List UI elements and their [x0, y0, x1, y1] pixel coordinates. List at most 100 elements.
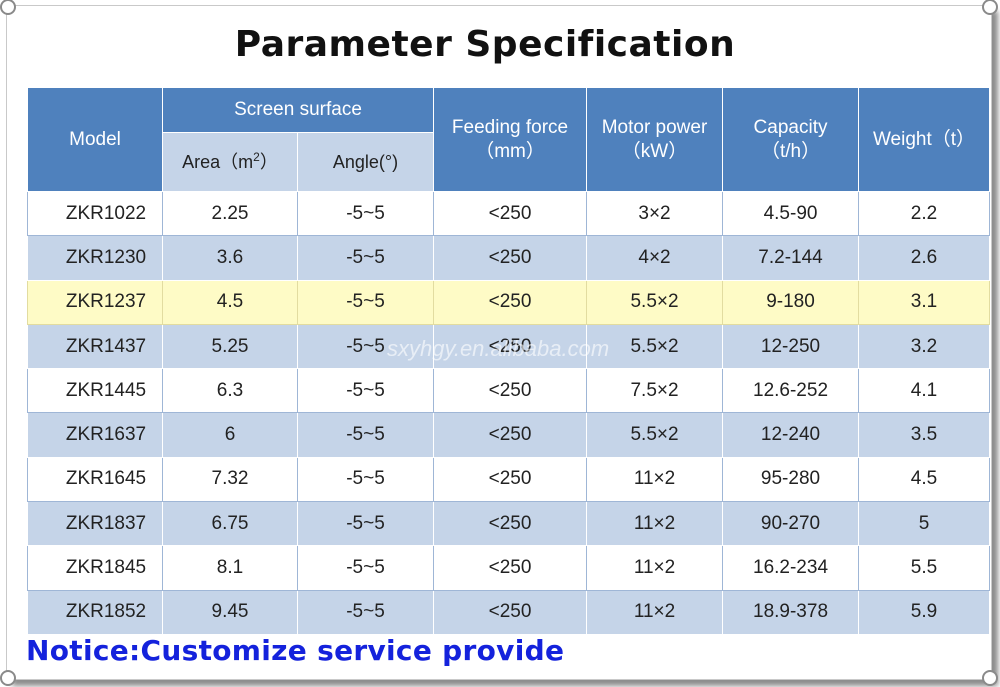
- cell-model: ZKR1852: [27, 589, 163, 635]
- header-screen-surface: Screen surface: [161, 87, 435, 133]
- cell-motor: 5.5×2: [586, 412, 724, 458]
- cell-motor: 5.5×2: [586, 323, 724, 370]
- header-area-close: ）: [259, 152, 278, 173]
- cell-model: ZKR1445: [27, 368, 163, 414]
- cell-area: 6: [162, 412, 298, 458]
- header-weight: Weight（t）: [858, 87, 991, 192]
- header-capacity-unit: （t/h）: [760, 140, 821, 162]
- cell-area: 8.1: [162, 545, 298, 591]
- cell-capacity: 4.5-90: [722, 190, 860, 237]
- cell-feed: <250: [433, 545, 588, 591]
- table-row: ZKR1837 6.75 -5~5 <250 11×2 90-270 5: [27, 501, 991, 547]
- cell-area: 4.5: [162, 279, 298, 325]
- cell-angle: -5~5: [296, 368, 435, 414]
- cell-weight: 2.2: [858, 190, 991, 237]
- cell-angle: -5~5: [296, 412, 435, 458]
- table-row: ZKR1237 4.5 -5~5 <250 5.5×2 9-180 3.1: [27, 279, 991, 325]
- cell-model: ZKR1837: [27, 501, 163, 547]
- table-row: ZKR1637 6 -5~5 <250 5.5×2 12-240 3.5: [27, 412, 991, 458]
- header-angle: Angle(°): [296, 132, 435, 192]
- cell-motor: 7.5×2: [586, 368, 724, 414]
- cell-model: ZKR1437: [27, 323, 163, 370]
- header-area-label: Area（m: [182, 152, 254, 173]
- cell-weight: 3.5: [858, 412, 991, 458]
- cell-angle: -5~5: [296, 323, 435, 370]
- table-row: ZKR1852 9.45 -5~5 <250 11×2 18.9-378 5.9: [27, 589, 991, 635]
- cell-motor: 11×2: [586, 545, 724, 591]
- page-title: Parameter Specification: [234, 24, 736, 65]
- cell-weight: 4.1: [858, 368, 991, 414]
- cell-feed: <250: [433, 412, 588, 458]
- cell-angle: -5~5: [296, 501, 435, 547]
- cell-capacity: 9-180: [722, 279, 860, 325]
- cell-area: 6.3: [162, 368, 298, 414]
- header-area: Area（m2）: [162, 132, 298, 192]
- cell-feed: <250: [433, 279, 588, 325]
- cell-angle: -5~5: [296, 589, 435, 635]
- header-feeding-force: Feeding force （mm）: [433, 87, 588, 192]
- cell-capacity: 7.2-144: [722, 235, 860, 281]
- cell-capacity: 90-270: [722, 501, 860, 547]
- table-row: ZKR1022 2.25 -5~5 <250 3×2 4.5-90 2.2: [27, 190, 991, 237]
- cell-weight: 5.9: [858, 589, 991, 635]
- cell-area: 7.32: [162, 456, 298, 503]
- header-motor-power-label: Motor power: [601, 116, 708, 138]
- cell-motor: 11×2: [586, 589, 724, 635]
- cell-model: ZKR1230: [27, 235, 163, 281]
- header-capacity: Capacity （t/h）: [722, 87, 860, 192]
- cell-area: 2.25: [162, 190, 298, 237]
- cell-motor: 11×2: [586, 456, 724, 503]
- cell-motor: 11×2: [586, 501, 724, 547]
- header-area-sup: 2: [253, 150, 260, 165]
- cell-capacity: 95-280: [722, 456, 860, 503]
- cell-angle: -5~5: [296, 190, 435, 237]
- cell-weight: 2.6: [858, 235, 991, 281]
- cell-area: 5.25: [162, 323, 298, 370]
- table-row: ZKR1845 8.1 -5~5 <250 11×2 16.2-234 5.5: [27, 545, 991, 591]
- cell-weight: 3.1: [858, 279, 991, 325]
- cell-angle: -5~5: [296, 456, 435, 503]
- header-capacity-label: Capacity: [753, 116, 828, 138]
- cell-capacity: 12-250: [722, 323, 860, 370]
- table-row: ZKR1445 6.3 -5~5 <250 7.5×2 12.6-252 4.1: [27, 368, 991, 414]
- cell-model: ZKR1845: [27, 545, 163, 591]
- cell-feed: <250: [433, 323, 588, 370]
- cell-model: ZKR1637: [27, 412, 163, 458]
- notice-text: Notice:Customize service provide: [26, 634, 565, 667]
- cell-feed: <250: [433, 589, 588, 635]
- table-row: ZKR1437 5.25 -5~5 <250 5.5×2 12-250 3.2: [27, 323, 991, 370]
- cell-feed: <250: [433, 368, 588, 414]
- cell-model: ZKR1022: [27, 190, 163, 237]
- cell-feed: <250: [433, 235, 588, 281]
- table-row: ZKR1230 3.6 -5~5 <250 4×2 7.2-144 2.6: [27, 235, 991, 281]
- cell-feed: <250: [433, 190, 588, 237]
- cell-angle: -5~5: [296, 279, 435, 325]
- parameter-table: Model Screen surface Feeding force （mm） …: [27, 87, 991, 635]
- cell-capacity: 18.9-378: [722, 589, 860, 635]
- cell-model: ZKR1237: [27, 279, 163, 325]
- cell-capacity: 16.2-234: [722, 545, 860, 591]
- cell-angle: -5~5: [296, 235, 435, 281]
- cell-weight: 3.2: [858, 323, 991, 370]
- cell-motor: 3×2: [586, 190, 724, 237]
- cell-weight: 5.5: [858, 545, 991, 591]
- table-body: ZKR1022 2.25 -5~5 <250 3×2 4.5-90 2.2 ZKR1230 3.…: [27, 190, 991, 635]
- header-motor-power: Motor power （kW）: [586, 87, 724, 192]
- cell-area: 6.75: [162, 501, 298, 547]
- cell-weight: 4.5: [858, 456, 991, 503]
- header-motor-power-unit: （kW）: [621, 140, 688, 162]
- frame-corner-pin: [0, 670, 16, 686]
- cell-feed: <250: [433, 501, 588, 547]
- frame-corner-pin: [0, 0, 16, 15]
- table-row: ZKR1645 7.32 -5~5 <250 11×2 95-280 4.5: [27, 456, 991, 503]
- cell-angle: -5~5: [296, 545, 435, 591]
- cell-motor: 5.5×2: [586, 279, 724, 325]
- cell-capacity: 12.6-252: [722, 368, 860, 414]
- cell-model: ZKR1645: [27, 456, 163, 503]
- cell-weight: 5: [858, 501, 991, 547]
- frame-corner-pin: [982, 670, 998, 686]
- cell-capacity: 12-240: [722, 412, 860, 458]
- header-feeding-force-unit: （mm）: [475, 140, 545, 162]
- frame-corner-pin: [982, 0, 998, 15]
